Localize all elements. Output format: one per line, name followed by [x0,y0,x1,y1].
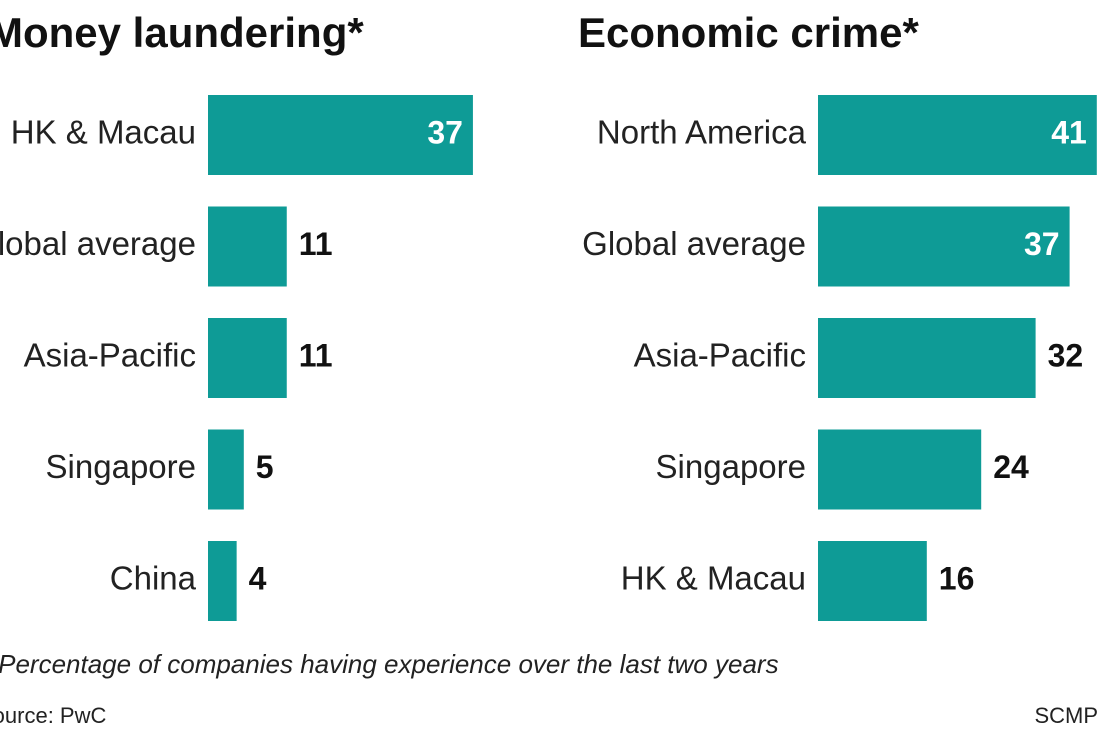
category-label: Singapore [46,448,196,485]
value-label: 11 [299,337,333,373]
bar [818,541,927,621]
bar [818,95,1097,175]
value-label: 11 [299,226,333,262]
bar [208,95,473,175]
bar [818,318,1036,398]
credit: SCMP [1034,703,1098,728]
value-label: 41 [1051,114,1087,150]
chart-title: Money laundering* [0,9,364,56]
category-label: Global average [0,225,196,262]
bar [818,429,982,510]
source: Source: PwC [0,703,106,728]
category-label: Singapore [656,448,806,485]
value-label: 37 [427,114,463,150]
value-label: 37 [1024,226,1060,262]
footnote: *Percentage of companies having experien… [0,649,779,679]
bar [818,206,1070,287]
category-label: China [110,560,197,597]
category-label: HK & Macau [621,560,806,597]
value-label: 32 [1048,337,1084,373]
value-label: 4 [249,560,267,596]
category-label: North America [597,114,807,151]
value-label: 16 [939,560,975,596]
bar [208,318,287,398]
category-label: Global average [582,225,806,262]
category-label: Asia-Pacific [634,337,806,374]
category-label: Asia-Pacific [24,337,196,374]
value-label: 24 [993,449,1029,485]
bar [208,541,237,621]
bar [208,429,244,510]
category-label: HK & Macau [11,114,196,151]
value-label: 5 [256,449,274,485]
chart-title: Economic crime* [578,9,919,56]
bar [208,206,287,287]
